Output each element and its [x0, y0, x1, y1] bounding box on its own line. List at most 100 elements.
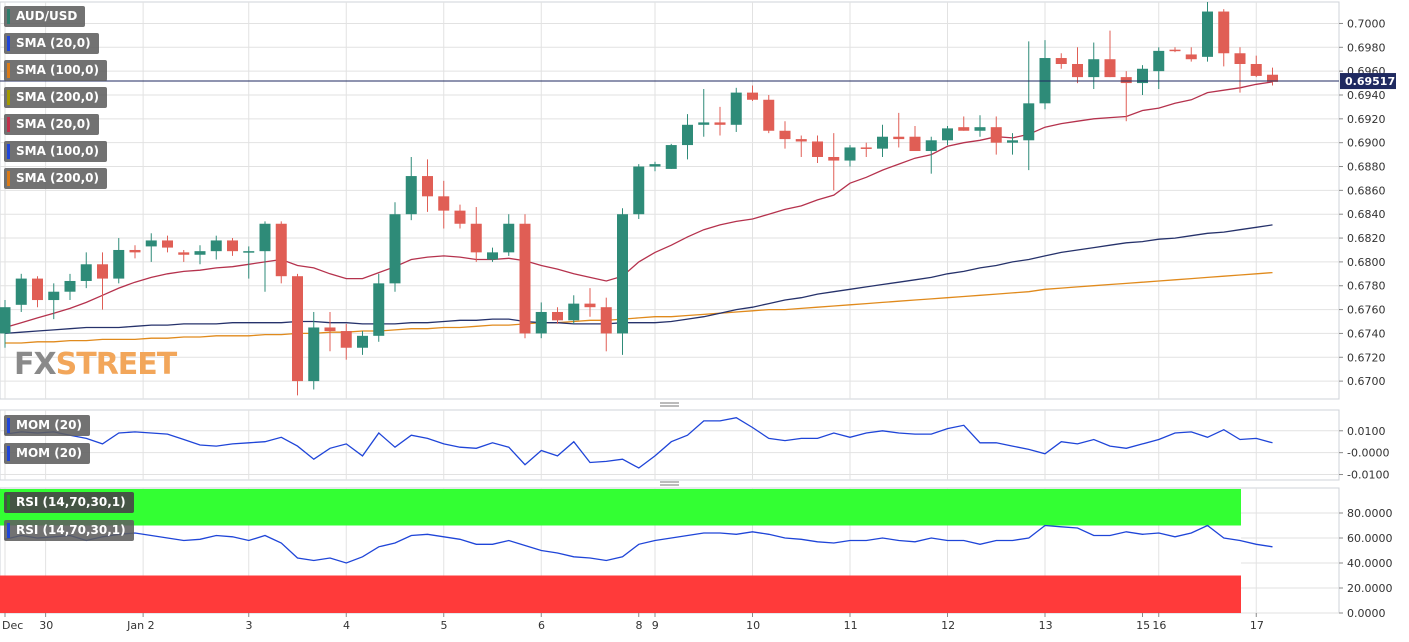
- momentum-legend-item[interactable]: MOM (20): [4, 443, 90, 464]
- date-tick-label: 8: [636, 619, 643, 632]
- rsi-tick-label: 60.0000: [1347, 532, 1393, 545]
- candle-bullish: [1023, 103, 1035, 141]
- candle-bullish: [0, 307, 11, 334]
- candle-bullish: [682, 124, 693, 146]
- momentum-line: [4, 417, 1273, 469]
- indicator-layer: [4, 417, 1273, 564]
- candle-bearish: [1250, 63, 1262, 76]
- candle-bearish: [909, 136, 921, 152]
- price-tick-label: 0.6800: [1347, 256, 1386, 269]
- legend-color-swatch: [7, 36, 10, 51]
- main-legend-item[interactable]: SMA (100,0): [4, 141, 107, 162]
- date-tick-label: 15: [1136, 619, 1150, 632]
- candle-bullish: [633, 166, 645, 215]
- legend-color-swatch: [7, 446, 10, 461]
- price-tick-label: 0.6740: [1347, 327, 1386, 340]
- candle-bearish: [763, 99, 775, 131]
- legend-label: MOM (20): [16, 446, 82, 460]
- candle-bearish: [227, 240, 238, 252]
- price-tick-label: 0.6700: [1347, 375, 1386, 388]
- date-tick-label: 13: [1039, 619, 1053, 632]
- price-tick-label: 0.7000: [1347, 17, 1386, 30]
- legend-color-swatch: [7, 90, 10, 105]
- legend-color-swatch: [7, 523, 10, 538]
- candle-bearish: [1267, 74, 1278, 82]
- main-legend-item[interactable]: SMA (20,0): [4, 114, 99, 135]
- date-tick-label: 4: [343, 619, 350, 632]
- candle-bearish: [454, 210, 466, 224]
- candle-bullish: [974, 127, 986, 131]
- candle-bullish: [1153, 50, 1165, 72]
- rsi-legend-item[interactable]: RSI (14,70,30,1): [4, 520, 134, 541]
- candle-bullish: [1202, 11, 1213, 57]
- candle-bearish: [779, 130, 791, 140]
- candle-bearish: [990, 127, 1002, 143]
- fxstreet-logo: FXSTREET: [14, 347, 177, 382]
- candle-bullish: [925, 140, 937, 152]
- main-legend-item[interactable]: SMA (100,0): [4, 60, 107, 81]
- date-tick-label: Dec: [2, 619, 23, 632]
- candle-bearish: [438, 196, 450, 211]
- candle-bullish: [80, 264, 92, 281]
- candle-bullish: [1007, 140, 1018, 143]
- rsi-oversold-zone: [0, 575, 1241, 613]
- candle-bullish: [503, 223, 515, 253]
- candle-bullish: [373, 283, 385, 336]
- candle-bearish: [600, 307, 612, 334]
- candle-bullish: [357, 335, 368, 348]
- candle-bearish: [1169, 49, 1181, 52]
- candle-bearish: [422, 176, 433, 197]
- candle-bullish: [1137, 68, 1148, 84]
- candle-bearish: [470, 223, 482, 253]
- candle-bearish: [1185, 54, 1197, 60]
- candle-bearish: [958, 127, 970, 131]
- rsi-line: [4, 524, 1273, 564]
- candle-bearish: [1055, 58, 1067, 64]
- current-price-label: 0.69517: [1345, 75, 1395, 88]
- price-tick-label: 0.6840: [1347, 208, 1386, 221]
- candle-bullish: [64, 280, 76, 292]
- date-tick-label: Jan 2: [126, 619, 154, 632]
- legend-color-swatch: [7, 418, 10, 433]
- candle-bearish: [97, 264, 108, 279]
- price-tick-label: 0.6940: [1347, 89, 1386, 102]
- date-tick-label: 10: [746, 619, 760, 632]
- main-legend-item[interactable]: SMA (20,0): [4, 33, 99, 54]
- sma-20-line: [4, 81, 1273, 329]
- candle-bearish: [129, 249, 141, 253]
- legend-color-swatch: [7, 144, 10, 159]
- sma-200-line: [5, 271, 1273, 344]
- candle-bullish: [617, 214, 628, 334]
- candle-bullish: [1088, 59, 1100, 78]
- main-legend-item[interactable]: SMA (200,0): [4, 168, 107, 189]
- candle-bullish: [665, 145, 677, 169]
- panel-resize-handle[interactable]: [660, 481, 679, 486]
- price-tick-label: 0.6880: [1347, 161, 1386, 174]
- panel-resize-handle[interactable]: [660, 402, 679, 407]
- momentum-tick-label: -0.0000: [1347, 447, 1389, 460]
- candle-bullish: [487, 252, 498, 260]
- candle-bearish: [275, 223, 287, 277]
- candle-bullish: [113, 249, 125, 279]
- candle-bearish: [1234, 53, 1246, 64]
- legend-color-swatch: [7, 9, 10, 24]
- momentum-legend-item[interactable]: MOM (20): [4, 415, 90, 436]
- main-legend-item[interactable]: AUD/USD: [4, 6, 86, 27]
- date-tick-label: 5: [441, 619, 448, 632]
- candle-bullish: [844, 147, 856, 161]
- candle-bullish: [15, 278, 27, 305]
- candle-bullish: [243, 251, 255, 253]
- rsi-legend-item[interactable]: RSI (14,70,30,1): [4, 492, 134, 513]
- legend-label: SMA (200,0): [16, 171, 99, 185]
- candle-bullish: [568, 303, 580, 321]
- legend-label: AUD/USD: [16, 9, 78, 23]
- legend-label: RSI (14,70,30,1): [16, 523, 126, 537]
- candle-bullish: [877, 136, 888, 149]
- main-legend-item[interactable]: SMA (200,0): [4, 87, 107, 108]
- candle-bullish: [48, 291, 60, 301]
- sma-100-line: [4, 224, 1273, 335]
- sma-layer: [4, 81, 1273, 344]
- candle-bullish: [698, 122, 710, 125]
- legend-label: SMA (100,0): [16, 63, 99, 77]
